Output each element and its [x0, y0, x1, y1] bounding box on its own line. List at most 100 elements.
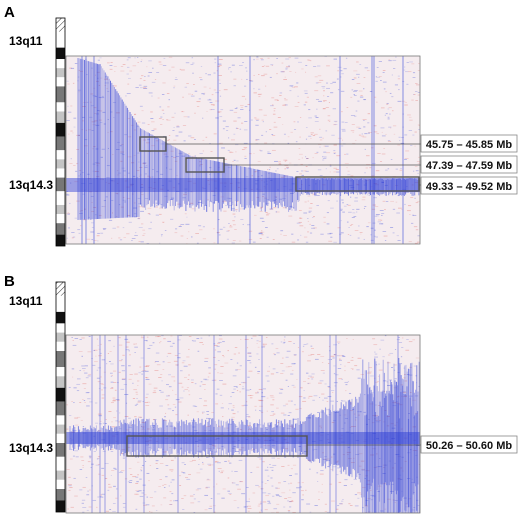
heatmap-speckle [296, 487, 300, 489]
heatmap-speckle [92, 95, 97, 97]
heatmap-speckle [354, 90, 358, 92]
heatmap-speckle [159, 390, 162, 391]
heatmap-speckle [246, 501, 251, 503]
heatmap-speckle [135, 493, 139, 495]
heatmap-speckle [180, 235, 184, 237]
heatmap-speckle [210, 418, 213, 420]
heatmap-speckle [170, 481, 172, 483]
heatmap-speckle [207, 74, 212, 76]
heatmap-speckle [369, 167, 372, 169]
heatmap-speckle [73, 117, 77, 119]
heatmap-speckle [78, 134, 81, 136]
heatmap-speckle [390, 200, 394, 202]
heatmap-speckle [72, 132, 74, 134]
heatmap-speckle [258, 486, 261, 488]
heatmap-speckle [332, 392, 334, 393]
heatmap-speckle [404, 460, 407, 462]
heatmap-speckle [407, 205, 412, 207]
heatmap-speckle [138, 217, 141, 219]
heatmap-speckle [222, 488, 226, 490]
heatmap-speckle [124, 394, 127, 395]
heatmap-speckle [231, 207, 235, 209]
heatmap-speckle [134, 416, 137, 418]
heatmap-speckle [257, 424, 262, 426]
heatmap-speckle [385, 169, 388, 171]
heatmap-speckle [257, 373, 260, 375]
heatmap-speckle [375, 420, 378, 421]
heatmap-speckle [270, 404, 274, 406]
heatmap-speckle [303, 236, 308, 238]
heatmap-speckle [344, 365, 346, 367]
heatmap-speckle [302, 345, 305, 347]
heatmap-speckle [262, 492, 267, 494]
heatmap-speckle [219, 472, 224, 474]
heatmap-speckle [365, 183, 367, 184]
heatmap-speckle [385, 133, 387, 135]
heatmap-speckle [317, 354, 321, 355]
heatmap-speckle [383, 88, 386, 90]
heatmap-speckle [326, 65, 330, 67]
heatmap-speckle [355, 183, 359, 185]
heatmap-speckle [267, 493, 271, 495]
heatmap-speckle [328, 414, 331, 415]
heatmap-speckle [74, 417, 79, 419]
heatmap-speckle [171, 376, 176, 378]
heatmap-speckle [217, 468, 222, 469]
heatmap-speckle [330, 390, 335, 391]
heatmap-speckle [163, 113, 165, 114]
heatmap-speckle [128, 378, 132, 380]
heatmap-speckle [188, 390, 190, 392]
heatmap-speckle [367, 113, 370, 115]
heatmap-speckle [121, 365, 125, 367]
heatmap-speckle [268, 422, 271, 424]
heatmap-speckle [344, 153, 346, 155]
heatmap-speckle [181, 111, 184, 112]
heatmap-speckle [128, 350, 130, 352]
heatmap-speckle [356, 126, 360, 128]
heatmap-speckle [66, 120, 70, 121]
heatmap-speckle [262, 196, 264, 197]
heatmap-speckle [415, 84, 420, 86]
heatmap-speckle [323, 221, 326, 223]
heatmap-speckle [408, 130, 413, 131]
heatmap-speckle [148, 72, 153, 73]
heatmap-speckle [232, 224, 236, 226]
heatmap-speckle [372, 204, 376, 206]
heatmap-speckle [276, 352, 280, 354]
heatmap-speckle [417, 91, 420, 93]
heatmap-speckle [83, 388, 86, 389]
heatmap-speckle [136, 177, 139, 179]
heatmap-speckle [219, 372, 224, 374]
heatmap-speckle [114, 389, 117, 391]
heatmap-speckle [298, 209, 302, 211]
heatmap-speckle [82, 486, 86, 488]
heatmap-speckle [341, 378, 343, 380]
heatmap-speckle [349, 505, 353, 506]
heatmap-speckle [125, 402, 128, 404]
heatmap-speckle [272, 399, 275, 401]
heatmap-speckle [298, 158, 301, 160]
heatmap-speckle [77, 76, 80, 78]
heatmap-speckle [288, 215, 293, 217]
heatmap-speckle [157, 97, 160, 99]
heatmap-speckle [153, 128, 157, 130]
heatmap-speckle [87, 375, 91, 377]
heatmap-speckle [164, 416, 166, 418]
heatmap-speckle [246, 414, 249, 415]
heatmap-speckle [397, 455, 402, 457]
heatmap-speckle [281, 492, 286, 494]
heatmap-speckle [282, 104, 286, 106]
heatmap-speckle [148, 447, 151, 449]
heatmap-speckle [325, 130, 328, 132]
heatmap-speckle [284, 498, 288, 499]
heatmap-speckle [333, 354, 337, 356]
deletion-band [66, 432, 420, 444]
heatmap-speckle [101, 206, 104, 207]
heatmap-speckle [328, 240, 333, 242]
heatmap-speckle [127, 215, 131, 217]
heatmap-speckle [392, 232, 395, 234]
heatmap-speckle [257, 399, 262, 401]
heatmap-speckle [69, 163, 73, 164]
heatmap-speckle [415, 202, 419, 204]
heatmap-speckle [317, 65, 321, 67]
